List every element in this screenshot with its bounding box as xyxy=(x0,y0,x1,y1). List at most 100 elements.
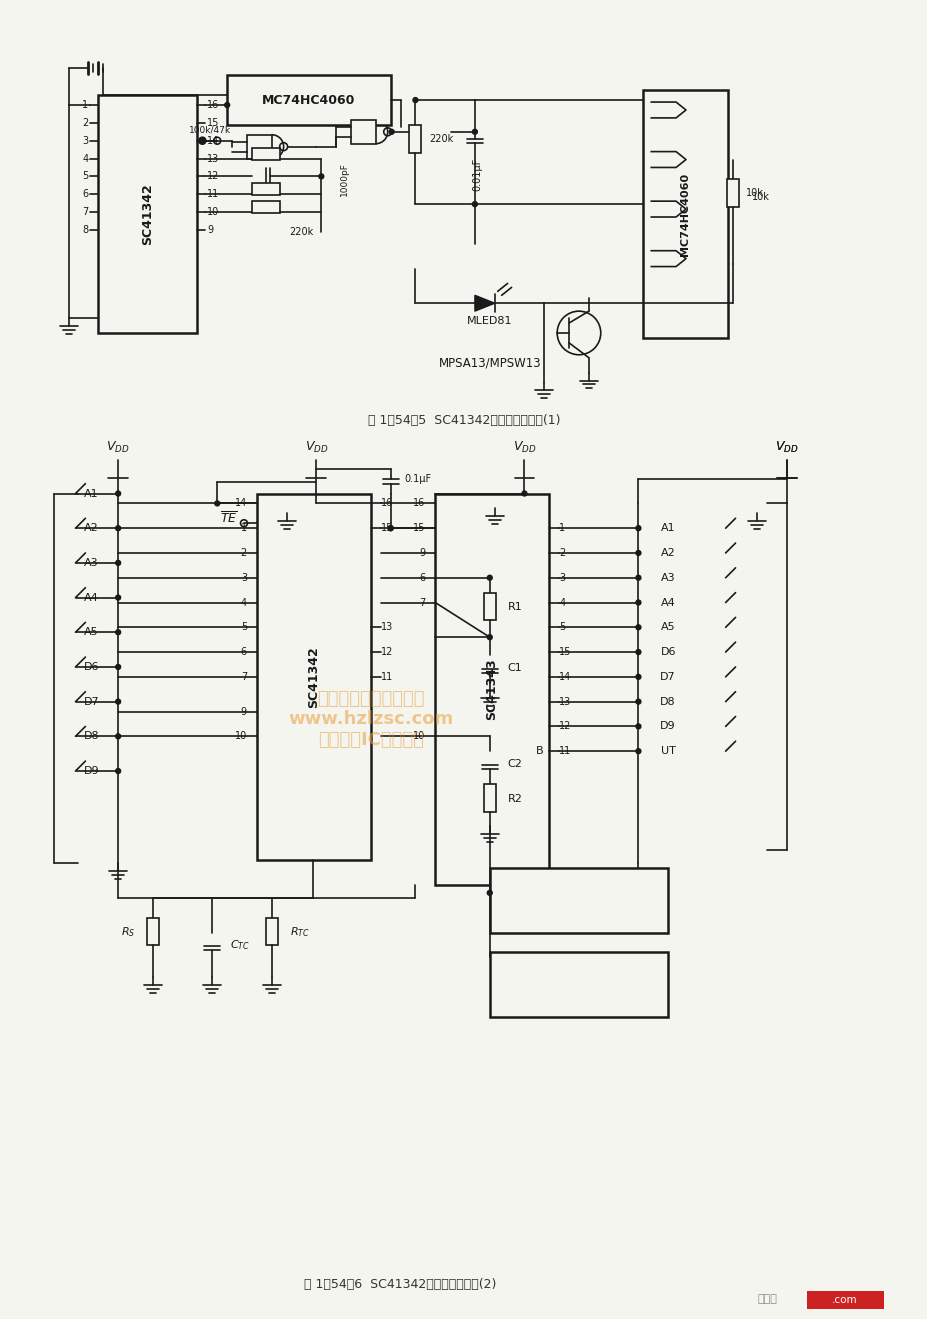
Text: 2: 2 xyxy=(83,117,88,128)
Circle shape xyxy=(472,202,476,207)
Text: $V_{DD}$: $V_{DD}$ xyxy=(774,439,798,455)
Text: A3: A3 xyxy=(84,558,98,568)
Text: 100k/47k: 100k/47k xyxy=(189,125,231,135)
Text: A4: A4 xyxy=(84,592,98,603)
Text: 6: 6 xyxy=(83,189,88,199)
Circle shape xyxy=(472,129,476,135)
Text: 1: 1 xyxy=(241,524,247,533)
Text: B: B xyxy=(535,747,542,756)
Text: 13: 13 xyxy=(559,696,571,707)
Text: 6: 6 xyxy=(419,572,425,583)
Circle shape xyxy=(116,665,121,670)
Text: 10: 10 xyxy=(413,731,425,741)
Text: 1: 1 xyxy=(559,524,565,533)
Text: A4: A4 xyxy=(660,598,675,608)
Text: 7: 7 xyxy=(83,207,88,218)
Text: C1: C1 xyxy=(507,663,522,673)
Text: 捷线图: 捷线图 xyxy=(756,1294,777,1304)
Circle shape xyxy=(116,733,121,739)
Text: $V_{DD}$: $V_{DD}$ xyxy=(512,439,536,455)
Text: D9: D9 xyxy=(83,766,99,776)
Text: 7: 7 xyxy=(419,598,425,608)
Bar xyxy=(227,75,390,125)
Text: 15: 15 xyxy=(559,648,571,657)
Text: 5: 5 xyxy=(83,171,88,182)
Text: D7: D7 xyxy=(83,696,99,707)
Circle shape xyxy=(635,674,641,679)
Text: 3: 3 xyxy=(559,572,565,583)
Bar xyxy=(483,783,495,811)
Polygon shape xyxy=(475,295,494,311)
Circle shape xyxy=(388,129,394,135)
Text: MC74HC4060: MC74HC4060 xyxy=(679,173,690,256)
Text: 1000pF: 1000pF xyxy=(339,162,349,197)
Text: $R_S$: $R_S$ xyxy=(121,926,134,939)
Bar xyxy=(409,125,421,153)
Circle shape xyxy=(635,724,641,729)
Bar xyxy=(489,868,667,933)
Text: 1: 1 xyxy=(83,100,88,109)
Text: 12: 12 xyxy=(207,171,220,182)
Bar xyxy=(146,918,159,946)
Circle shape xyxy=(635,600,641,605)
Text: $V_{DD}$: $V_{DD}$ xyxy=(774,439,798,455)
Circle shape xyxy=(635,625,641,629)
Text: SC41342: SC41342 xyxy=(307,646,320,708)
Circle shape xyxy=(214,501,220,506)
Text: 0.01μF: 0.01μF xyxy=(471,158,481,191)
Text: A1: A1 xyxy=(84,488,98,499)
Circle shape xyxy=(116,491,121,496)
Circle shape xyxy=(198,137,206,144)
Text: 2: 2 xyxy=(240,547,247,558)
Text: 4: 4 xyxy=(559,598,565,608)
Text: 11: 11 xyxy=(559,747,571,756)
Bar xyxy=(642,90,727,338)
Text: D7: D7 xyxy=(660,671,675,682)
Bar xyxy=(251,148,279,160)
Text: 0.1μF: 0.1μF xyxy=(404,474,431,484)
Circle shape xyxy=(487,575,491,580)
Text: MPSA13/MPSW13: MPSA13/MPSW13 xyxy=(438,356,540,369)
Bar xyxy=(98,95,197,332)
Text: 2: 2 xyxy=(559,547,565,558)
Text: 14: 14 xyxy=(559,671,571,682)
Circle shape xyxy=(635,526,641,530)
Circle shape xyxy=(387,526,393,530)
Text: SC41342: SC41342 xyxy=(141,183,154,245)
Circle shape xyxy=(521,491,527,496)
Circle shape xyxy=(116,526,121,530)
Text: 15: 15 xyxy=(207,117,220,128)
Circle shape xyxy=(319,174,324,179)
Text: $R_{TC}$: $R_{TC}$ xyxy=(289,926,309,939)
Text: 12: 12 xyxy=(380,648,393,657)
Text: SC41343: SC41343 xyxy=(485,658,498,720)
Text: 5: 5 xyxy=(240,623,247,632)
Circle shape xyxy=(487,890,491,896)
Circle shape xyxy=(224,103,229,108)
Circle shape xyxy=(116,595,121,600)
Text: 3: 3 xyxy=(241,572,247,583)
Bar xyxy=(806,1291,883,1310)
Text: 8: 8 xyxy=(83,226,88,235)
Text: 15: 15 xyxy=(413,524,425,533)
Bar xyxy=(257,493,371,860)
Text: 6: 6 xyxy=(241,648,247,657)
Text: UT: UT xyxy=(660,747,675,756)
Bar xyxy=(251,183,279,195)
Text: 11: 11 xyxy=(380,671,392,682)
Circle shape xyxy=(116,629,121,634)
Text: $V_{DD}$: $V_{DD}$ xyxy=(107,439,130,455)
Circle shape xyxy=(635,749,641,753)
Text: MLED81: MLED81 xyxy=(466,317,512,326)
Bar xyxy=(435,493,549,885)
Text: 220k: 220k xyxy=(289,227,313,237)
Text: D9: D9 xyxy=(660,721,675,732)
Bar xyxy=(726,179,738,207)
Text: 11: 11 xyxy=(207,189,220,199)
Bar xyxy=(489,952,667,1017)
Text: 10k: 10k xyxy=(745,189,764,198)
Text: 4: 4 xyxy=(83,153,88,164)
Text: D8: D8 xyxy=(660,696,675,707)
Bar xyxy=(483,592,495,620)
Text: A1: A1 xyxy=(660,524,675,533)
